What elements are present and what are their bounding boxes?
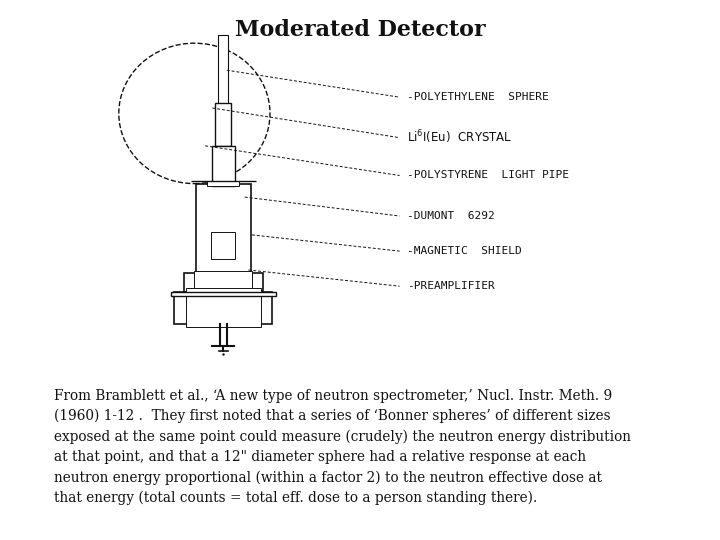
Text: -POLYSTYRENE  LIGHT PIPE: -POLYSTYRENE LIGHT PIPE	[407, 171, 569, 180]
Text: -MAGNETIC  SHIELD: -MAGNETIC SHIELD	[407, 246, 521, 256]
Bar	[186, 288, 261, 327]
Bar	[174, 292, 272, 324]
Bar	[184, 273, 263, 292]
Bar	[215, 103, 231, 146]
Bar	[212, 146, 235, 186]
Text: Moderated Detector: Moderated Detector	[235, 19, 485, 41]
Bar	[207, 181, 239, 186]
Bar	[218, 35, 228, 186]
Bar	[211, 232, 235, 259]
Bar	[171, 292, 276, 296]
Bar	[194, 271, 252, 293]
Text: $\mathrm{Li}^6\mathrm{I(Eu)\ \ CRYSTAL}$: $\mathrm{Li}^6\mathrm{I(Eu)\ \ CRYSTAL}$	[407, 129, 512, 146]
Text: -POLYETHYLENE  SPHERE: -POLYETHYLENE SPHERE	[407, 92, 549, 102]
Ellipse shape	[119, 43, 270, 184]
Text: -DUMONT  6292: -DUMONT 6292	[407, 211, 495, 221]
Bar	[196, 184, 251, 275]
Text: From Bramblett et al., ‘A new type of neutron spectrometer,’ Nucl. Instr. Meth. : From Bramblett et al., ‘A new type of ne…	[54, 389, 631, 505]
Text: -PREAMPLIFIER: -PREAMPLIFIER	[407, 281, 495, 291]
